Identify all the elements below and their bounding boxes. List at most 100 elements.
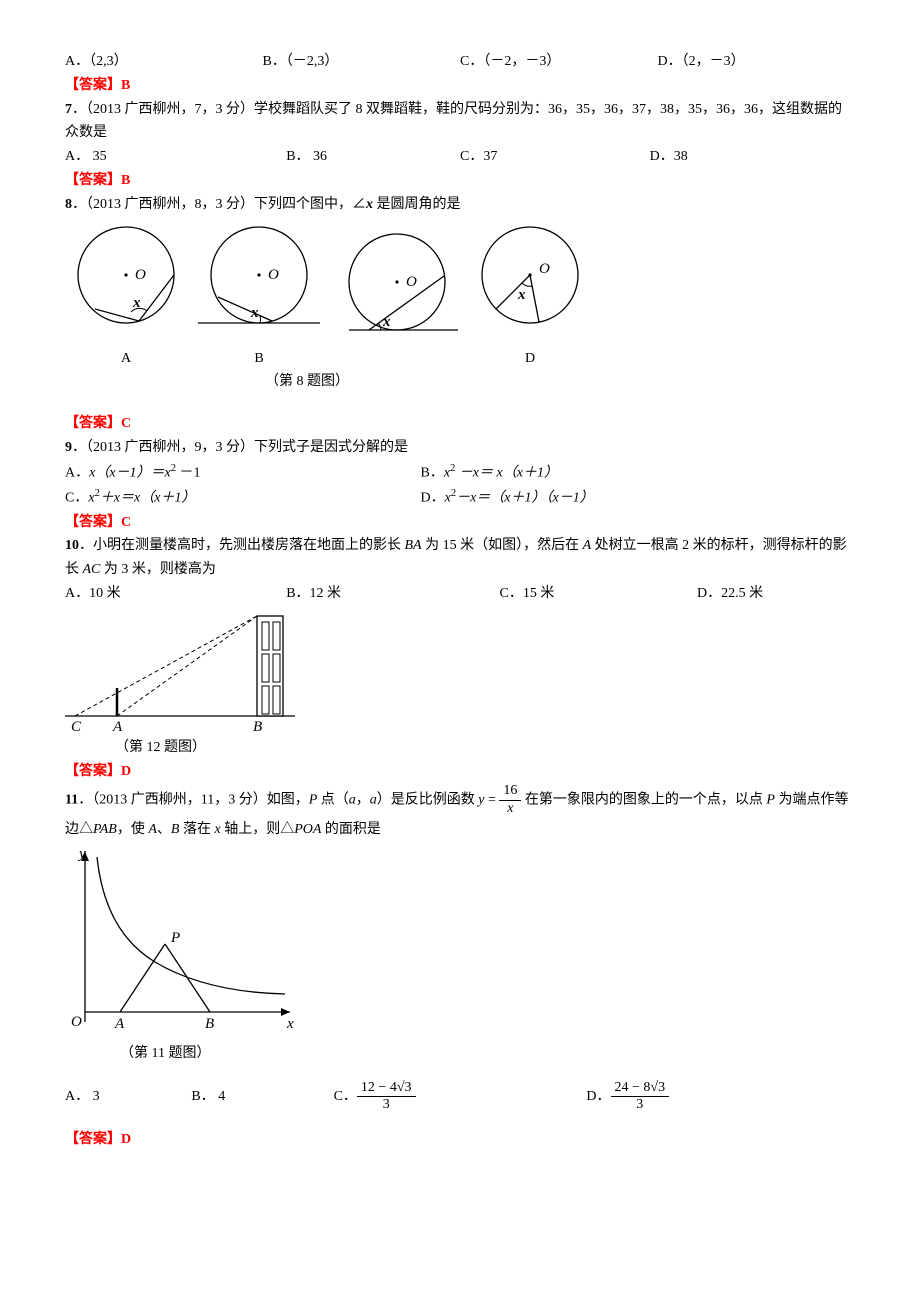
- q9-opt-b: B．x2 －x＝ x（x＋1）: [421, 460, 777, 485]
- q9b-pre: B．: [421, 465, 444, 480]
- q8-figures: O x A O x B O x: [65, 217, 855, 371]
- q9b-m2: －x＝ x（x＋1）: [455, 465, 558, 480]
- q11-m1: 点（: [317, 793, 349, 808]
- svg-text:C: C: [71, 719, 82, 735]
- q11c-pre: C．: [334, 1085, 357, 1109]
- q7-source: ．（2013 广西柳州，7，3 分）学校舞蹈队买了 8 双舞蹈鞋，鞋的尺码分别为…: [65, 102, 842, 141]
- q6-opt-c: C．（－2，－3）: [460, 50, 658, 74]
- q7-opt-d: D．38: [650, 145, 840, 169]
- q11-fn: 16: [499, 783, 521, 801]
- svg-text:x: x: [382, 314, 391, 330]
- q11d-den: 3: [611, 1097, 670, 1114]
- q10-figure: C A B （第 12 题图）: [65, 606, 855, 760]
- q11-m3: ）是反比例函数: [377, 793, 479, 808]
- q7-answer-label: 【答案】: [65, 173, 121, 188]
- q11-frac: 16x: [499, 783, 521, 818]
- q11-answer-label: 【答案】: [65, 1132, 121, 1147]
- q7-options: A． 35 B． 36 C．37 D．38: [65, 145, 855, 169]
- q10-pre: ．小明在测量楼高时，先测出楼房落在地面上的影长: [79, 538, 405, 553]
- svg-text:O: O: [71, 1014, 82, 1030]
- q10-num: 10: [65, 538, 79, 553]
- q8-fig-d: O x D: [469, 217, 591, 371]
- q8-src-post: 是圆周角的是: [373, 197, 461, 212]
- q11-pab: PAB: [93, 822, 117, 837]
- q11-answer: 【答案】D: [65, 1128, 855, 1152]
- svg-text:B: B: [205, 1016, 214, 1032]
- q11-a1: a: [349, 793, 356, 808]
- q8-label-d: D: [469, 347, 591, 371]
- q11-m4: 在第一象限内的图象上的一个点，以点: [521, 793, 766, 808]
- q7-stem: 7．（2013 广西柳州，7，3 分）学校舞蹈队买了 8 双舞蹈鞋，鞋的尺码分别…: [65, 98, 855, 146]
- q6-answer: 【答案】B: [65, 74, 855, 98]
- svg-text:O: O: [268, 267, 279, 283]
- q10-opt-a: A．10 米: [65, 582, 286, 606]
- q8-answer: 【答案】C: [65, 412, 855, 436]
- q9d-pre: D．: [421, 491, 445, 506]
- q11-m6: ，使: [117, 822, 149, 837]
- q11-m2: ，: [356, 793, 370, 808]
- q9-stem: 9．（2013 广西柳州，9，3 分）下列式子是因式分解的是: [65, 436, 855, 460]
- q10-caption: （第 12 题图）: [65, 736, 855, 760]
- q8-caption: （第 8 题图）: [65, 370, 855, 394]
- svg-text:x: x: [250, 305, 259, 321]
- q10-options: A．10 米 B．12 米 C．15 米 D．22.5 米: [65, 582, 855, 606]
- q10-answer: 【答案】D: [65, 760, 855, 784]
- q8-stem: 8．（2013 广西柳州，8，3 分）下列四个图中，∠x 是圆周角的是: [65, 193, 855, 217]
- svg-text:x: x: [132, 295, 141, 311]
- q11c-frac: 12 − 4√3 3: [357, 1080, 416, 1115]
- q7-opt-a: A． 35: [65, 145, 286, 169]
- q11-m8: 落在: [179, 822, 214, 837]
- q8-answer-letter: C: [121, 416, 131, 431]
- q10-m3: 为 3 米，则楼高为: [100, 562, 216, 577]
- q7-answer: 【答案】B: [65, 169, 855, 193]
- q9c-m2: ＋x＝x（x＋1）: [100, 491, 196, 506]
- q11-opt-b: B． 4: [191, 1085, 333, 1109]
- q9a-p: －1: [176, 465, 201, 480]
- svg-text:A: A: [114, 1016, 125, 1032]
- q6-options: A．（2,3） B．（－2,3） C．（－2，－3） D．（2，－3）: [65, 50, 855, 74]
- q8-answer-label: 【答案】: [65, 416, 121, 431]
- q11-m10: 的面积是: [321, 822, 381, 837]
- svg-text:y: y: [77, 846, 86, 862]
- q11-num: 11: [65, 793, 78, 808]
- q11-A: A: [148, 822, 157, 837]
- q10-ba: BA: [405, 538, 422, 553]
- q9-options: A．x（x－1）＝x2 －1 B．x2 －x＝ x（x＋1） C．x2＋x＝x（…: [65, 460, 855, 511]
- q11-opt-d: D． 24 − 8√3 3: [586, 1080, 839, 1115]
- q11-eq: =: [485, 793, 500, 808]
- svg-text:A: A: [112, 719, 123, 735]
- q8-label-b: B: [193, 347, 325, 371]
- q10-opt-d: D．22.5 米: [697, 582, 855, 606]
- q8-fig-b: O x B: [193, 217, 325, 371]
- q9-opt-c: C．x2＋x＝x（x＋1）: [65, 485, 421, 510]
- q8-num: 8: [65, 197, 72, 212]
- q6-opt-d: D．（2，－3）: [658, 50, 856, 74]
- q7-opt-b: B． 36: [286, 145, 460, 169]
- q11-options: A． 3 B． 4 C． 12 − 4√3 3 D． 24 − 8√3 3: [65, 1080, 855, 1115]
- q11-poa: POA: [294, 822, 321, 837]
- q10-aa: A: [583, 538, 592, 553]
- q6-opt-a: A．（2,3）: [65, 50, 263, 74]
- q9-answer-label: 【答案】: [65, 515, 121, 530]
- q11-pre: ．（2013 广西柳州，11，3 分）如图，: [78, 793, 308, 808]
- q10-stem: 10．小明在测量楼高时，先测出楼房落在地面上的影长 BA 为 15 米（如图），…: [65, 534, 855, 582]
- q6-opt-b: B．（－2,3）: [263, 50, 461, 74]
- q11-fd: x: [499, 801, 521, 818]
- q9c-pre: C．: [65, 491, 88, 506]
- q11-p2: P: [766, 793, 775, 808]
- q10-opt-c: C．15 米: [499, 582, 697, 606]
- q11d-frac: 24 − 8√3 3: [611, 1080, 670, 1115]
- q9-num: 9: [65, 440, 72, 455]
- q10-opt-b: B．12 米: [286, 582, 499, 606]
- q11-stem: 11．（2013 广西柳州，11，3 分）如图，P 点（a，a）是反比例函数 y…: [65, 783, 855, 841]
- q9-answer: 【答案】C: [65, 511, 855, 535]
- q10-answer-label: 【答案】: [65, 764, 121, 779]
- q7-opt-c: C．37: [460, 145, 650, 169]
- q11-p: P: [309, 793, 318, 808]
- q6-answer-label: 【答案】: [65, 78, 121, 93]
- q11c-den: 3: [357, 1097, 416, 1114]
- q11-opt-c: C． 12 − 4√3 3: [334, 1080, 587, 1115]
- svg-text:x: x: [517, 287, 526, 303]
- q9-opt-a: A．x（x－1）＝x2 －1: [65, 460, 421, 485]
- q11-caption: （第 11 题图）: [65, 1042, 855, 1066]
